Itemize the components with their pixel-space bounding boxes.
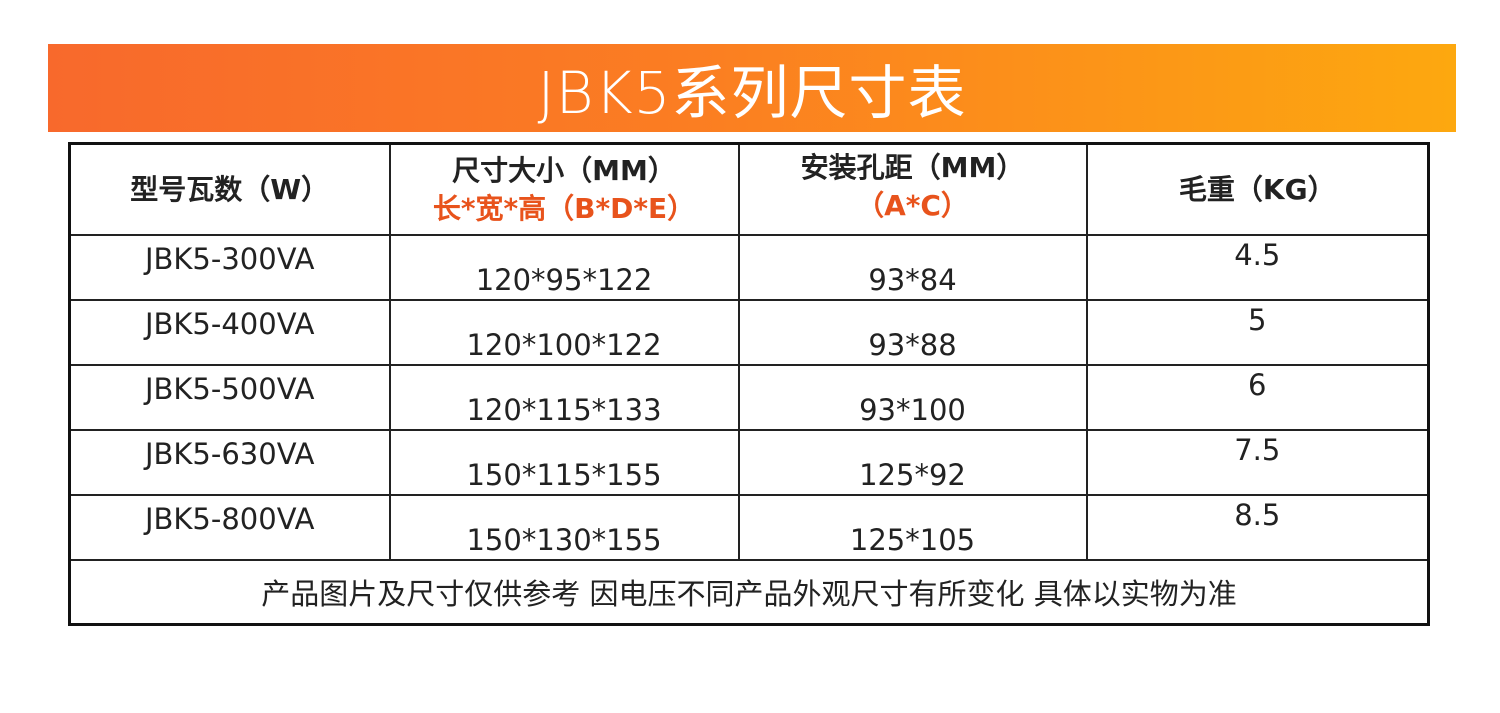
header-model: 型号瓦数（W） [68, 142, 391, 236]
header-sublabel: 长*宽*高（B*D*E） [432, 191, 696, 225]
size-cell: 120*100*122 [388, 299, 740, 366]
hole-spacing-cell: 125*105 [737, 494, 1088, 561]
table-row: JBK5-630VA 150*115*155 125*92 7.5 [68, 429, 1430, 496]
hole-spacing-cell: 125*92 [737, 429, 1088, 496]
page-title: JBK5系列尺寸表 [537, 59, 967, 127]
header-size: 尺寸大小（MM） 长*宽*高（B*D*E） [388, 142, 740, 236]
weight-cell: 5 [1085, 299, 1430, 366]
weight-cell: 4.5 [1085, 234, 1430, 301]
size-cell: 120*95*122 [388, 234, 740, 301]
title-banner: JBK5系列尺寸表 [48, 44, 1456, 132]
table-row: JBK5-800VA 150*130*155 125*105 8.5 [68, 494, 1430, 561]
table-row: JBK5-400VA 120*100*122 93*88 5 [68, 299, 1430, 366]
model-cell: JBK5-400VA [68, 299, 391, 366]
size-cell: 150*130*155 [388, 494, 740, 561]
header-label: 尺寸大小（MM） [452, 153, 676, 187]
header-row: 型号瓦数（W） 尺寸大小（MM） 长*宽*高（B*D*E） 安装孔距（MM） （A*… [68, 142, 1430, 236]
weight-cell: 8.5 [1085, 494, 1430, 561]
size-cell: 150*115*155 [388, 429, 740, 496]
header-hole-spacing: 安装孔距（MM） （A*C） [737, 142, 1088, 236]
hole-spacing-cell: 93*88 [737, 299, 1088, 366]
model-cell: JBK5-800VA [68, 494, 391, 561]
size-table: 型号瓦数（W） 尺寸大小（MM） 长*宽*高（B*D*E） 安装孔距（MM） （A*… [68, 142, 1430, 626]
model-cell: JBK5-300VA [68, 234, 391, 301]
weight-cell: 6 [1085, 364, 1430, 431]
hole-spacing-cell: 93*100 [737, 364, 1088, 431]
model-cell: JBK5-630VA [68, 429, 391, 496]
table-row: JBK5-500VA 120*115*133 93*100 6 [68, 364, 1430, 431]
size-cell: 120*115*133 [388, 364, 740, 431]
header-weight: 毛重（KG） [1085, 142, 1430, 236]
header-sublabel: （A*C） [856, 189, 969, 222]
table-row: JBK5-300VA 120*95*122 93*84 4.5 [68, 234, 1430, 301]
note-text: 产品图片及尺寸仅供参考 因电压不同产品外观尺寸有所变化 具体以实物为准 [68, 559, 1430, 626]
hole-spacing-cell: 93*84 [737, 234, 1088, 301]
note-row: 产品图片及尺寸仅供参考 因电压不同产品外观尺寸有所变化 具体以实物为准 [68, 559, 1430, 626]
header-label: 安装孔距（MM） [800, 151, 1025, 184]
header-label: 毛重（KG） [1178, 172, 1336, 206]
weight-cell: 7.5 [1085, 429, 1430, 496]
header-label: 型号瓦数（W） [130, 172, 330, 206]
model-cell: JBK5-500VA [68, 364, 391, 431]
